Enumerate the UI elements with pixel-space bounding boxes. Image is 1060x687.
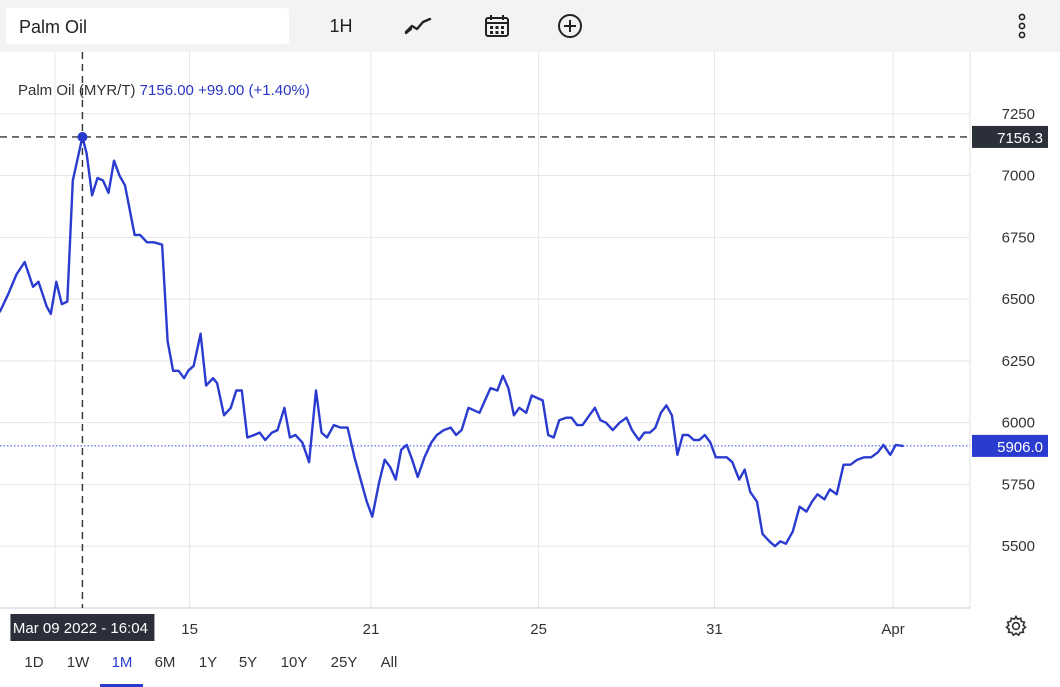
crosshair-point xyxy=(77,132,88,143)
y-tick-label: 6750 xyxy=(1002,229,1035,246)
toolbar: Palm Oil 1H xyxy=(0,0,1060,52)
range-selector: 1D 1W 1M 6M 1Y 5Y 10Y 25Y All xyxy=(0,648,420,687)
interval-button[interactable]: 1H xyxy=(329,15,353,36)
more-vertical-icon[interactable] xyxy=(1004,8,1040,44)
price-chart[interactable]: 5500 5750 6000 6250 6500 6750 7000 7250 15 21 25 3… xyxy=(0,52,1060,648)
chart-legend: Palm Oil (MYR/T) 7156.00 +99.00 (+1.40%) xyxy=(18,82,310,99)
active-range-underline xyxy=(100,684,143,687)
x-tick-label: Apr xyxy=(881,621,904,638)
y-tick-label: 6000 xyxy=(1002,415,1035,432)
crosshair-price-label: 7156.3 xyxy=(997,130,1043,147)
last-price-label: 5906.0 xyxy=(997,439,1043,456)
x-tick-label: 31 xyxy=(706,621,723,638)
y-tick-label: 6250 xyxy=(1002,353,1035,370)
legend-change: +99.00 (+1.40%) xyxy=(198,82,310,99)
search-input-value[interactable]: Palm Oil xyxy=(19,17,88,37)
range-button-1y[interactable]: 1Y xyxy=(198,654,218,671)
legend-price: 7156.00 xyxy=(139,82,194,99)
y-tick-label: 5750 xyxy=(1002,476,1035,493)
x-tick-label: 21 xyxy=(363,621,380,638)
range-button-1w[interactable]: 1W xyxy=(66,654,90,671)
crosshair-price-tag xyxy=(972,125,1048,148)
range-button-all[interactable]: All xyxy=(380,654,398,671)
y-tick-label: 7250 xyxy=(1002,106,1035,123)
y-tick-label: 7000 xyxy=(1002,168,1035,185)
range-button-25y[interactable]: 25Y xyxy=(330,654,358,671)
plus-circle-icon[interactable] xyxy=(550,8,590,44)
y-tick-label: 6500 xyxy=(1002,291,1035,308)
line-chart-icon[interactable] xyxy=(398,8,438,44)
y-axis: 5500 5750 6000 6250 6500 6750 7000 7250 xyxy=(1002,106,1035,555)
range-button-1m[interactable]: 1M xyxy=(111,654,133,671)
calendar-icon[interactable] xyxy=(477,8,517,44)
crosshair-date-label: Mar 09 2022 - 16:04 xyxy=(13,620,148,637)
legend-instrument: Palm Oil (MYR/T) xyxy=(18,82,136,99)
range-button-6m[interactable]: 6M xyxy=(154,654,176,671)
price-line xyxy=(0,135,904,548)
range-button-5y[interactable]: 5Y xyxy=(238,654,258,671)
x-tick-label: 25 xyxy=(530,621,547,638)
grid-lines xyxy=(0,52,971,609)
last-price-tag xyxy=(972,434,1048,457)
range-button-1d[interactable]: 1D xyxy=(24,654,44,671)
x-tick-label: 15 xyxy=(181,621,198,638)
x-axis: 15 21 25 31 Apr xyxy=(181,621,904,638)
y-tick-label: 5500 xyxy=(1002,538,1035,555)
gear-icon[interactable] xyxy=(1004,614,1028,638)
range-button-10y[interactable]: 10Y xyxy=(280,654,308,671)
crosshair-date-tag xyxy=(10,614,155,641)
search-box[interactable]: Palm Oil xyxy=(6,8,289,44)
price-series xyxy=(0,135,904,548)
chart-overlays: 5906.0 7156.3 Mar 09 2022 - 16:04 xyxy=(0,52,1048,641)
